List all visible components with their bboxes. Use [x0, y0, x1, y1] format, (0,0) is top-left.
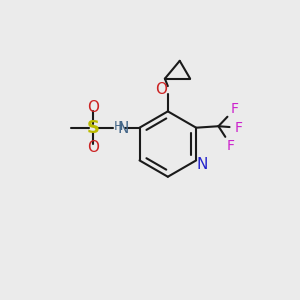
- Text: H: H: [113, 120, 123, 133]
- Text: F: F: [231, 102, 239, 116]
- Text: S: S: [86, 119, 99, 137]
- Text: F: F: [227, 139, 235, 152]
- Text: F: F: [235, 121, 243, 135]
- Text: O: O: [155, 82, 167, 97]
- Text: O: O: [87, 100, 99, 115]
- Text: N: N: [197, 158, 208, 172]
- Text: N: N: [118, 121, 129, 136]
- Text: O: O: [87, 140, 99, 155]
